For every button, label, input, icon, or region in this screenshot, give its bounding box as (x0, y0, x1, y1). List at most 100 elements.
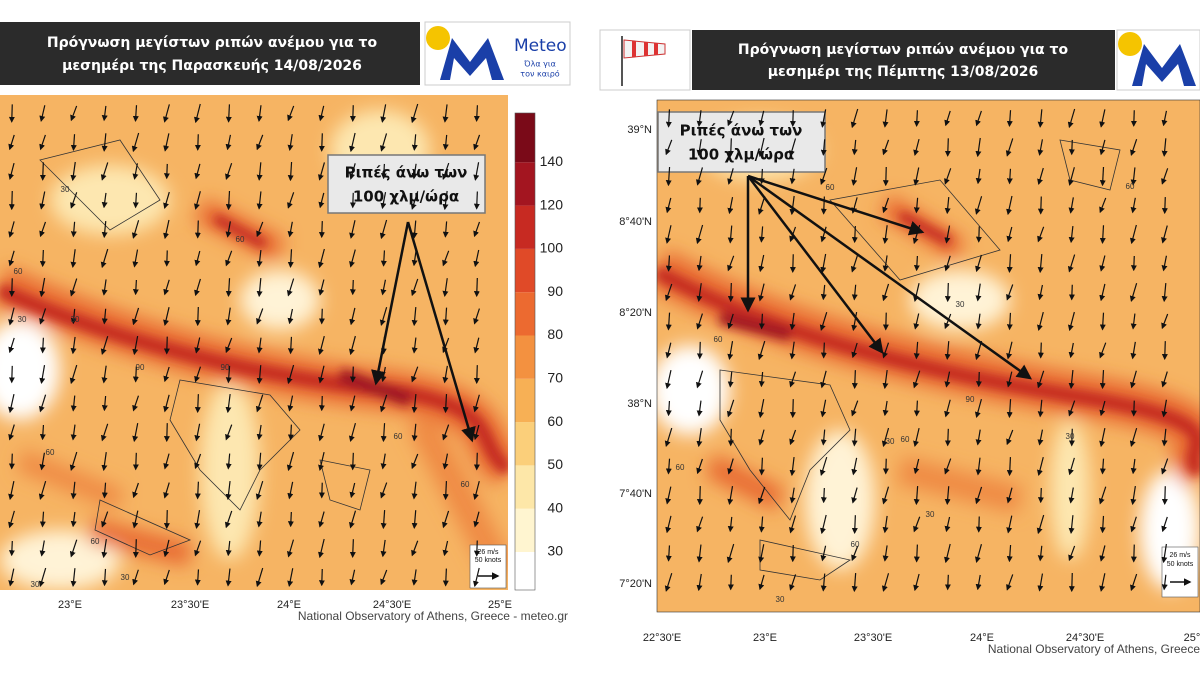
wind-arrow (39, 452, 46, 471)
wind-arrow (1037, 545, 1044, 562)
wind-arrow (851, 167, 858, 186)
wind-arrow (101, 452, 108, 472)
wind-arrow (349, 482, 356, 499)
wind-arrow (758, 371, 765, 388)
title-line: μεσημέρι της Πέμπτης 13/08/2026 (768, 64, 1039, 80)
wind-arrow (913, 138, 920, 157)
colorbar: 30 40 50 60 70 80 90 100 120 140 (514, 112, 563, 591)
wind-arrow (696, 139, 703, 157)
wind-arrow (665, 225, 672, 244)
wind-arrow (349, 569, 356, 586)
wind-arrow (820, 226, 827, 243)
wind-arrow (1129, 283, 1138, 302)
wind-arrow (256, 162, 263, 181)
wind-arrow (473, 365, 480, 385)
wind-arrow (349, 132, 356, 153)
wind-arrow (1130, 138, 1138, 157)
wind-arrow (379, 394, 388, 413)
wind-arrow (101, 308, 108, 325)
colorbar-label: 80 (547, 326, 563, 342)
wind-arrow (882, 400, 889, 417)
wind-arrow (820, 573, 827, 592)
wind-arrow (696, 255, 703, 272)
wind-arrow (1067, 108, 1076, 129)
wind-arrow (318, 192, 325, 209)
wind-arrow (225, 453, 232, 470)
wind-arrow (851, 139, 858, 156)
contour-label: 60 (14, 267, 23, 276)
wind-arrow (225, 162, 233, 181)
wind-arrow (1006, 110, 1013, 128)
wind-arrow (851, 545, 859, 562)
wind-arrow (758, 516, 765, 533)
wind-arrow (665, 197, 672, 214)
wind-arrow (1130, 400, 1137, 417)
wind-arrow (194, 540, 202, 557)
wind-arrow (789, 399, 796, 419)
wind-arrow (101, 133, 108, 152)
wind-arrow (913, 427, 920, 448)
wind-arrow (851, 342, 858, 359)
wind-arrow (256, 452, 263, 471)
wind-arrow (318, 538, 325, 559)
wind-arrow (380, 482, 388, 499)
wind-arrow (727, 168, 734, 185)
wind-arrow (1037, 312, 1044, 332)
wind-arrow (851, 284, 858, 301)
contour-label: 60 (461, 480, 470, 489)
wind-arrow (39, 337, 46, 354)
wind-arrow (1130, 544, 1137, 563)
wind-arrow (225, 134, 232, 151)
wind-arrow (851, 370, 858, 390)
wind-arrow (70, 481, 77, 500)
wind-arrow (349, 395, 356, 412)
wind-arrow (1037, 487, 1044, 504)
wind-arrow (411, 306, 418, 327)
wind-arrow (442, 510, 450, 529)
wind-arrow (101, 568, 108, 587)
wind-arrow (349, 452, 356, 471)
wind-arrow (473, 249, 480, 268)
wind-arrow (411, 394, 418, 414)
wind-arrow (1006, 371, 1013, 388)
wind-arrow (318, 133, 325, 152)
contour-label: 90 (221, 363, 230, 372)
wind-arrow (758, 574, 765, 591)
wind-arrow (70, 336, 77, 355)
contour-label: 30 (776, 595, 785, 604)
wind-arrow (317, 248, 325, 269)
wind-arrow (224, 510, 233, 529)
wind-arrow (944, 516, 951, 533)
wind-arrow (913, 516, 921, 533)
wind-arrow (1161, 458, 1169, 475)
wind-arrow (132, 192, 139, 209)
wind-arrow (39, 424, 46, 441)
wind-arrow (411, 337, 418, 354)
wind-arrow (820, 487, 827, 504)
wind-arrow (882, 197, 890, 214)
wind-arrow (696, 400, 703, 417)
wind-arrow (69, 278, 78, 297)
wind-arrow (39, 250, 46, 268)
wind-arrow (696, 197, 703, 214)
wind-arrow (194, 366, 202, 383)
wind-arrow (442, 162, 450, 181)
wind-arrow (38, 567, 47, 588)
wind-arrow (757, 486, 766, 505)
wind-arrow (256, 249, 263, 268)
wind-arrow (70, 105, 78, 122)
wind-arrow (287, 539, 295, 558)
wind-arrow (913, 573, 920, 592)
wind-arrow (695, 224, 704, 245)
contour-label: 60 (91, 537, 100, 546)
wind-arrow (70, 308, 77, 325)
wind-arrow (665, 369, 672, 390)
wind-arrow (1161, 313, 1169, 330)
x-tick-label: 24°30'E (1066, 632, 1104, 644)
contour-label: 30 (18, 315, 27, 324)
wind-arrow (944, 255, 951, 272)
wind-arrow (194, 394, 201, 414)
wind-arrow (913, 110, 920, 127)
wind-arrow (1005, 138, 1014, 157)
contour-label: 90 (966, 395, 975, 404)
